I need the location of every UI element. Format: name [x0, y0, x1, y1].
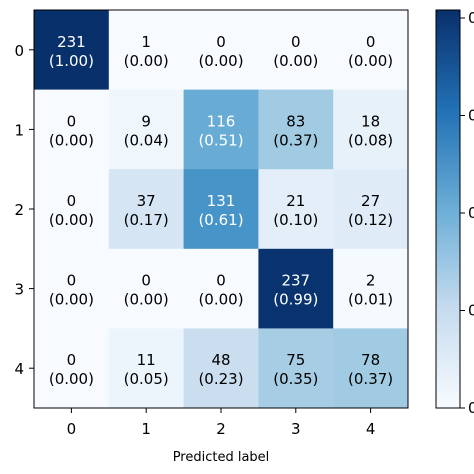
heatmap-cell-labels: 231(1.00)1(0.00)0(0.00)0(0.00)0(0.00)0(0…	[49, 33, 393, 388]
y-tick-label: 3	[14, 281, 24, 299]
cell-count-label: 0	[216, 33, 226, 51]
heatmap-cell	[183, 169, 259, 250]
cell-count-label: 0	[67, 272, 77, 290]
cell-count-label: 78	[361, 351, 380, 369]
cell-count-label: 9	[141, 112, 151, 130]
cell-ratio-label: (1.00)	[49, 52, 94, 70]
x-axis-ticks: 0 1 2 3 4	[67, 408, 376, 438]
heatmap-cell	[34, 248, 110, 329]
heatmap-cell	[183, 248, 259, 329]
heatmap-cell	[108, 248, 185, 329]
x-tick-label: 2	[216, 420, 226, 438]
x-tick-label: 4	[366, 420, 376, 438]
cell-ratio-label: (0.37)	[273, 131, 318, 149]
cell-count-label: 37	[137, 192, 156, 210]
cell-ratio-label: (0.17)	[124, 211, 169, 229]
cell-count-label: 2	[366, 272, 376, 290]
cell-ratio-label: (0.01)	[348, 291, 393, 309]
cell-ratio-label: (0.04)	[124, 131, 169, 149]
cell-count-label: 237	[281, 272, 310, 290]
colorbar-tick-label: 0	[468, 107, 474, 125]
cell-ratio-label: (0.12)	[348, 211, 393, 229]
colorbar-tick-label: 0	[468, 399, 474, 417]
heatmap-cell	[34, 169, 110, 250]
y-tick-label: 4	[14, 360, 24, 378]
colorbar-tick-label: 0	[468, 204, 474, 222]
cell-ratio-label: (0.08)	[348, 131, 393, 149]
cell-ratio-label: (0.00)	[124, 291, 169, 309]
y-tick-label: 1	[14, 121, 24, 139]
y-tick-label: 0	[14, 42, 24, 60]
cell-count-label: 18	[361, 112, 380, 130]
y-axis-ticks: 0 1 2 3 4	[14, 42, 34, 378]
heatmap-cell	[108, 89, 185, 170]
cell-ratio-label: (0.00)	[49, 291, 94, 309]
cell-count-label: 0	[67, 112, 77, 130]
heatmap-cell	[333, 248, 409, 329]
cell-ratio-label: (0.00)	[273, 52, 318, 70]
heatmap-cell	[34, 89, 110, 170]
cell-ratio-label: (0.37)	[348, 370, 393, 388]
x-tick-label: 1	[141, 420, 151, 438]
cell-ratio-label: (0.61)	[198, 211, 243, 229]
cell-ratio-label: (0.00)	[49, 370, 94, 388]
cell-ratio-label: (0.00)	[49, 211, 94, 229]
cell-ratio-label: (0.23)	[198, 370, 243, 388]
cell-count-label: 0	[366, 33, 376, 51]
cell-ratio-label: (0.00)	[124, 52, 169, 70]
heatmap-cell	[333, 328, 409, 409]
cell-ratio-label: (0.10)	[273, 211, 318, 229]
cell-ratio-label: (0.51)	[198, 131, 243, 149]
heatmap-cell	[183, 89, 259, 170]
cell-count-label: 11	[137, 351, 156, 369]
heatmap-cell	[258, 89, 334, 170]
heatmap-cell	[258, 169, 334, 250]
cell-ratio-label: (0.00)	[348, 52, 393, 70]
heatmap-cell	[34, 10, 110, 91]
heatmap-cell	[108, 169, 185, 250]
heatmap-cell	[108, 10, 185, 91]
y-tick-label: 2	[14, 201, 24, 219]
colorbar-tick-label: 0	[468, 302, 474, 320]
cell-count-label: 48	[211, 351, 230, 369]
colorbar-gradient	[435, 9, 461, 409]
x-axis-title: Predicted label	[173, 450, 270, 465]
heatmap-cell	[258, 10, 334, 91]
heatmap-cell	[34, 328, 110, 409]
cell-count-label: 0	[291, 33, 301, 51]
cell-count-label: 0	[67, 351, 77, 369]
colorbar-ticks: 0 0 0 0 0	[460, 9, 474, 417]
cell-count-label: 116	[207, 112, 236, 130]
heatmap-cell	[333, 89, 409, 170]
cell-count-label: 231	[57, 33, 86, 51]
cell-count-label: 0	[216, 272, 226, 290]
heatmap-cell	[183, 328, 259, 409]
cell-count-label: 0	[67, 192, 77, 210]
cell-count-label: 21	[286, 192, 305, 210]
heatmap-cell	[108, 328, 185, 409]
heatmap-cell	[258, 248, 334, 329]
cell-ratio-label: (0.35)	[273, 370, 318, 388]
heatmap-cell	[258, 328, 334, 409]
cell-ratio-label: (0.00)	[198, 291, 243, 309]
cell-ratio-label: (0.99)	[273, 291, 318, 309]
cell-count-label: 83	[286, 112, 305, 130]
x-tick-label: 0	[67, 420, 77, 438]
cell-count-label: 131	[207, 192, 236, 210]
heatmap-cell	[333, 169, 409, 250]
heatmap-cell	[183, 10, 259, 91]
x-tick-label: 3	[291, 420, 301, 438]
cell-count-label: 0	[141, 272, 151, 290]
cell-count-label: 1	[141, 33, 151, 51]
colorbar-tick-label: 0	[468, 9, 474, 27]
cell-count-label: 27	[361, 192, 380, 210]
heatmap-cells	[34, 10, 409, 409]
colorbar: 0 0 0 0 0	[435, 9, 474, 417]
cell-ratio-label: (0.05)	[124, 370, 169, 388]
cell-count-label: 75	[286, 351, 305, 369]
cell-ratio-label: (0.00)	[198, 52, 243, 70]
heatmap-cell	[333, 10, 409, 91]
cell-ratio-label: (0.00)	[49, 131, 94, 149]
